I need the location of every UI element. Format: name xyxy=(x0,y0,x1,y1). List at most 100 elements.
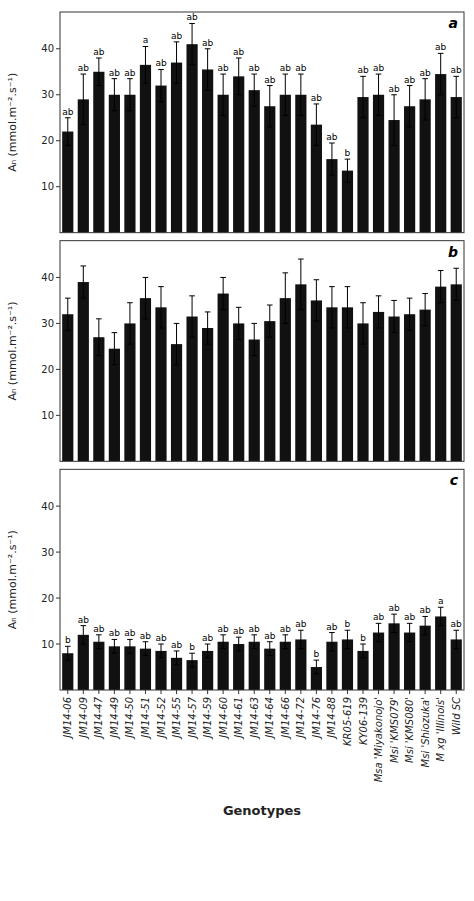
x-tick xyxy=(238,690,239,694)
error-bar xyxy=(298,630,304,648)
error-bar xyxy=(81,74,87,125)
x-tick xyxy=(409,690,410,694)
x-tick xyxy=(331,690,332,694)
significance-letter: ab xyxy=(280,63,292,73)
plot-frame xyxy=(60,12,464,233)
error-bar xyxy=(314,104,320,145)
bar xyxy=(93,72,104,233)
x-tick xyxy=(67,690,68,694)
bar xyxy=(140,65,151,233)
bar xyxy=(171,63,182,233)
significance-letter: ab xyxy=(202,38,214,48)
error-bar xyxy=(174,323,180,364)
significance-letter: ab xyxy=(124,68,136,78)
error-bar xyxy=(205,312,211,344)
error-bar xyxy=(112,639,118,653)
x-tick xyxy=(456,690,457,694)
x-tick-label: JM14-61 xyxy=(233,697,244,740)
error-bar xyxy=(453,630,459,648)
significance-letter: ab xyxy=(93,624,105,634)
significance-letter: ab xyxy=(404,612,416,622)
y-tick xyxy=(56,94,60,95)
x-tick-label: JM14-63 xyxy=(249,697,260,740)
significance-letter: b xyxy=(189,642,195,652)
x-tick-label: JM14-06 xyxy=(62,697,73,740)
error-bar xyxy=(407,623,413,641)
x-tick xyxy=(145,690,146,694)
x-tick-label: JM14-51 xyxy=(140,697,151,740)
bar xyxy=(124,95,135,233)
bar xyxy=(388,623,399,690)
error-bar xyxy=(283,74,289,115)
x-tick-label: JM14-49 xyxy=(109,697,120,740)
error-bar xyxy=(158,69,164,101)
error-bar xyxy=(438,607,444,625)
x-tick xyxy=(425,690,426,694)
error-bar xyxy=(376,296,382,328)
error-bar xyxy=(422,79,428,120)
bar xyxy=(202,69,213,232)
error-bar xyxy=(314,280,320,321)
significance-letter: ab xyxy=(451,619,463,629)
significance-letter: ab xyxy=(218,63,230,73)
error-bar xyxy=(251,74,257,106)
error-bar xyxy=(143,46,149,83)
error-bar xyxy=(376,74,382,115)
error-bar xyxy=(127,639,133,653)
bar xyxy=(404,314,415,461)
error-bar xyxy=(174,651,180,665)
x-tick xyxy=(378,690,379,694)
y-tick xyxy=(56,415,60,416)
significance-letter: b xyxy=(345,619,351,629)
y-axis-label: Aₙ (mmol.m⁻².s⁻¹) xyxy=(6,530,19,629)
error-bar xyxy=(453,268,459,300)
x-tick xyxy=(114,690,115,694)
x-tick xyxy=(254,690,255,694)
y-tick-label: 20 xyxy=(41,593,54,604)
error-bar xyxy=(205,49,211,90)
x-tick-label: JM14-88 xyxy=(326,697,337,740)
error-bar xyxy=(143,642,149,656)
x-tick xyxy=(363,690,364,694)
significance-letter: ab xyxy=(109,68,121,78)
significance-letter: ab xyxy=(202,633,214,643)
panel-label: b xyxy=(448,244,458,260)
significance-letter: ab xyxy=(233,47,245,57)
error-bar xyxy=(422,294,428,326)
significance-letter: ab xyxy=(249,624,261,634)
error-bar xyxy=(158,644,164,658)
error-bar xyxy=(236,58,242,95)
error-bar xyxy=(189,23,195,64)
significance-letter: ab xyxy=(420,68,432,78)
bar xyxy=(186,317,197,462)
significance-letter: b xyxy=(314,649,320,659)
panel: 10203040Aₙ (mmol.m⁻².s⁻¹)b xyxy=(6,241,464,462)
y-tick-label: 40 xyxy=(41,272,54,283)
bar xyxy=(342,307,353,461)
error-bar xyxy=(251,635,257,649)
error-bar xyxy=(267,642,273,656)
x-tick xyxy=(98,690,99,694)
significance-letter: ab xyxy=(435,42,447,52)
y-tick-label: 40 xyxy=(41,501,54,512)
bars xyxy=(62,23,462,232)
significance-letter: ab xyxy=(93,47,105,57)
error-bar xyxy=(407,298,413,330)
error-bar xyxy=(298,74,304,115)
significance-letter: ab xyxy=(78,63,90,73)
x-tick-label: JM14-47 xyxy=(93,696,104,739)
significance-letter: ab xyxy=(264,631,276,641)
bar xyxy=(155,307,166,461)
significance-letter: ab xyxy=(155,633,167,643)
bar xyxy=(373,312,384,461)
plot-frame xyxy=(60,469,464,690)
error-bar xyxy=(267,86,273,127)
significance-letter: ab xyxy=(326,132,338,142)
error-bar xyxy=(127,79,133,111)
error-bar xyxy=(298,259,304,310)
significance-letter: ab xyxy=(140,631,152,641)
bars xyxy=(62,607,462,690)
significance-letter: ab xyxy=(451,65,463,75)
bar xyxy=(140,298,151,461)
significance-letter: ab xyxy=(326,622,338,632)
